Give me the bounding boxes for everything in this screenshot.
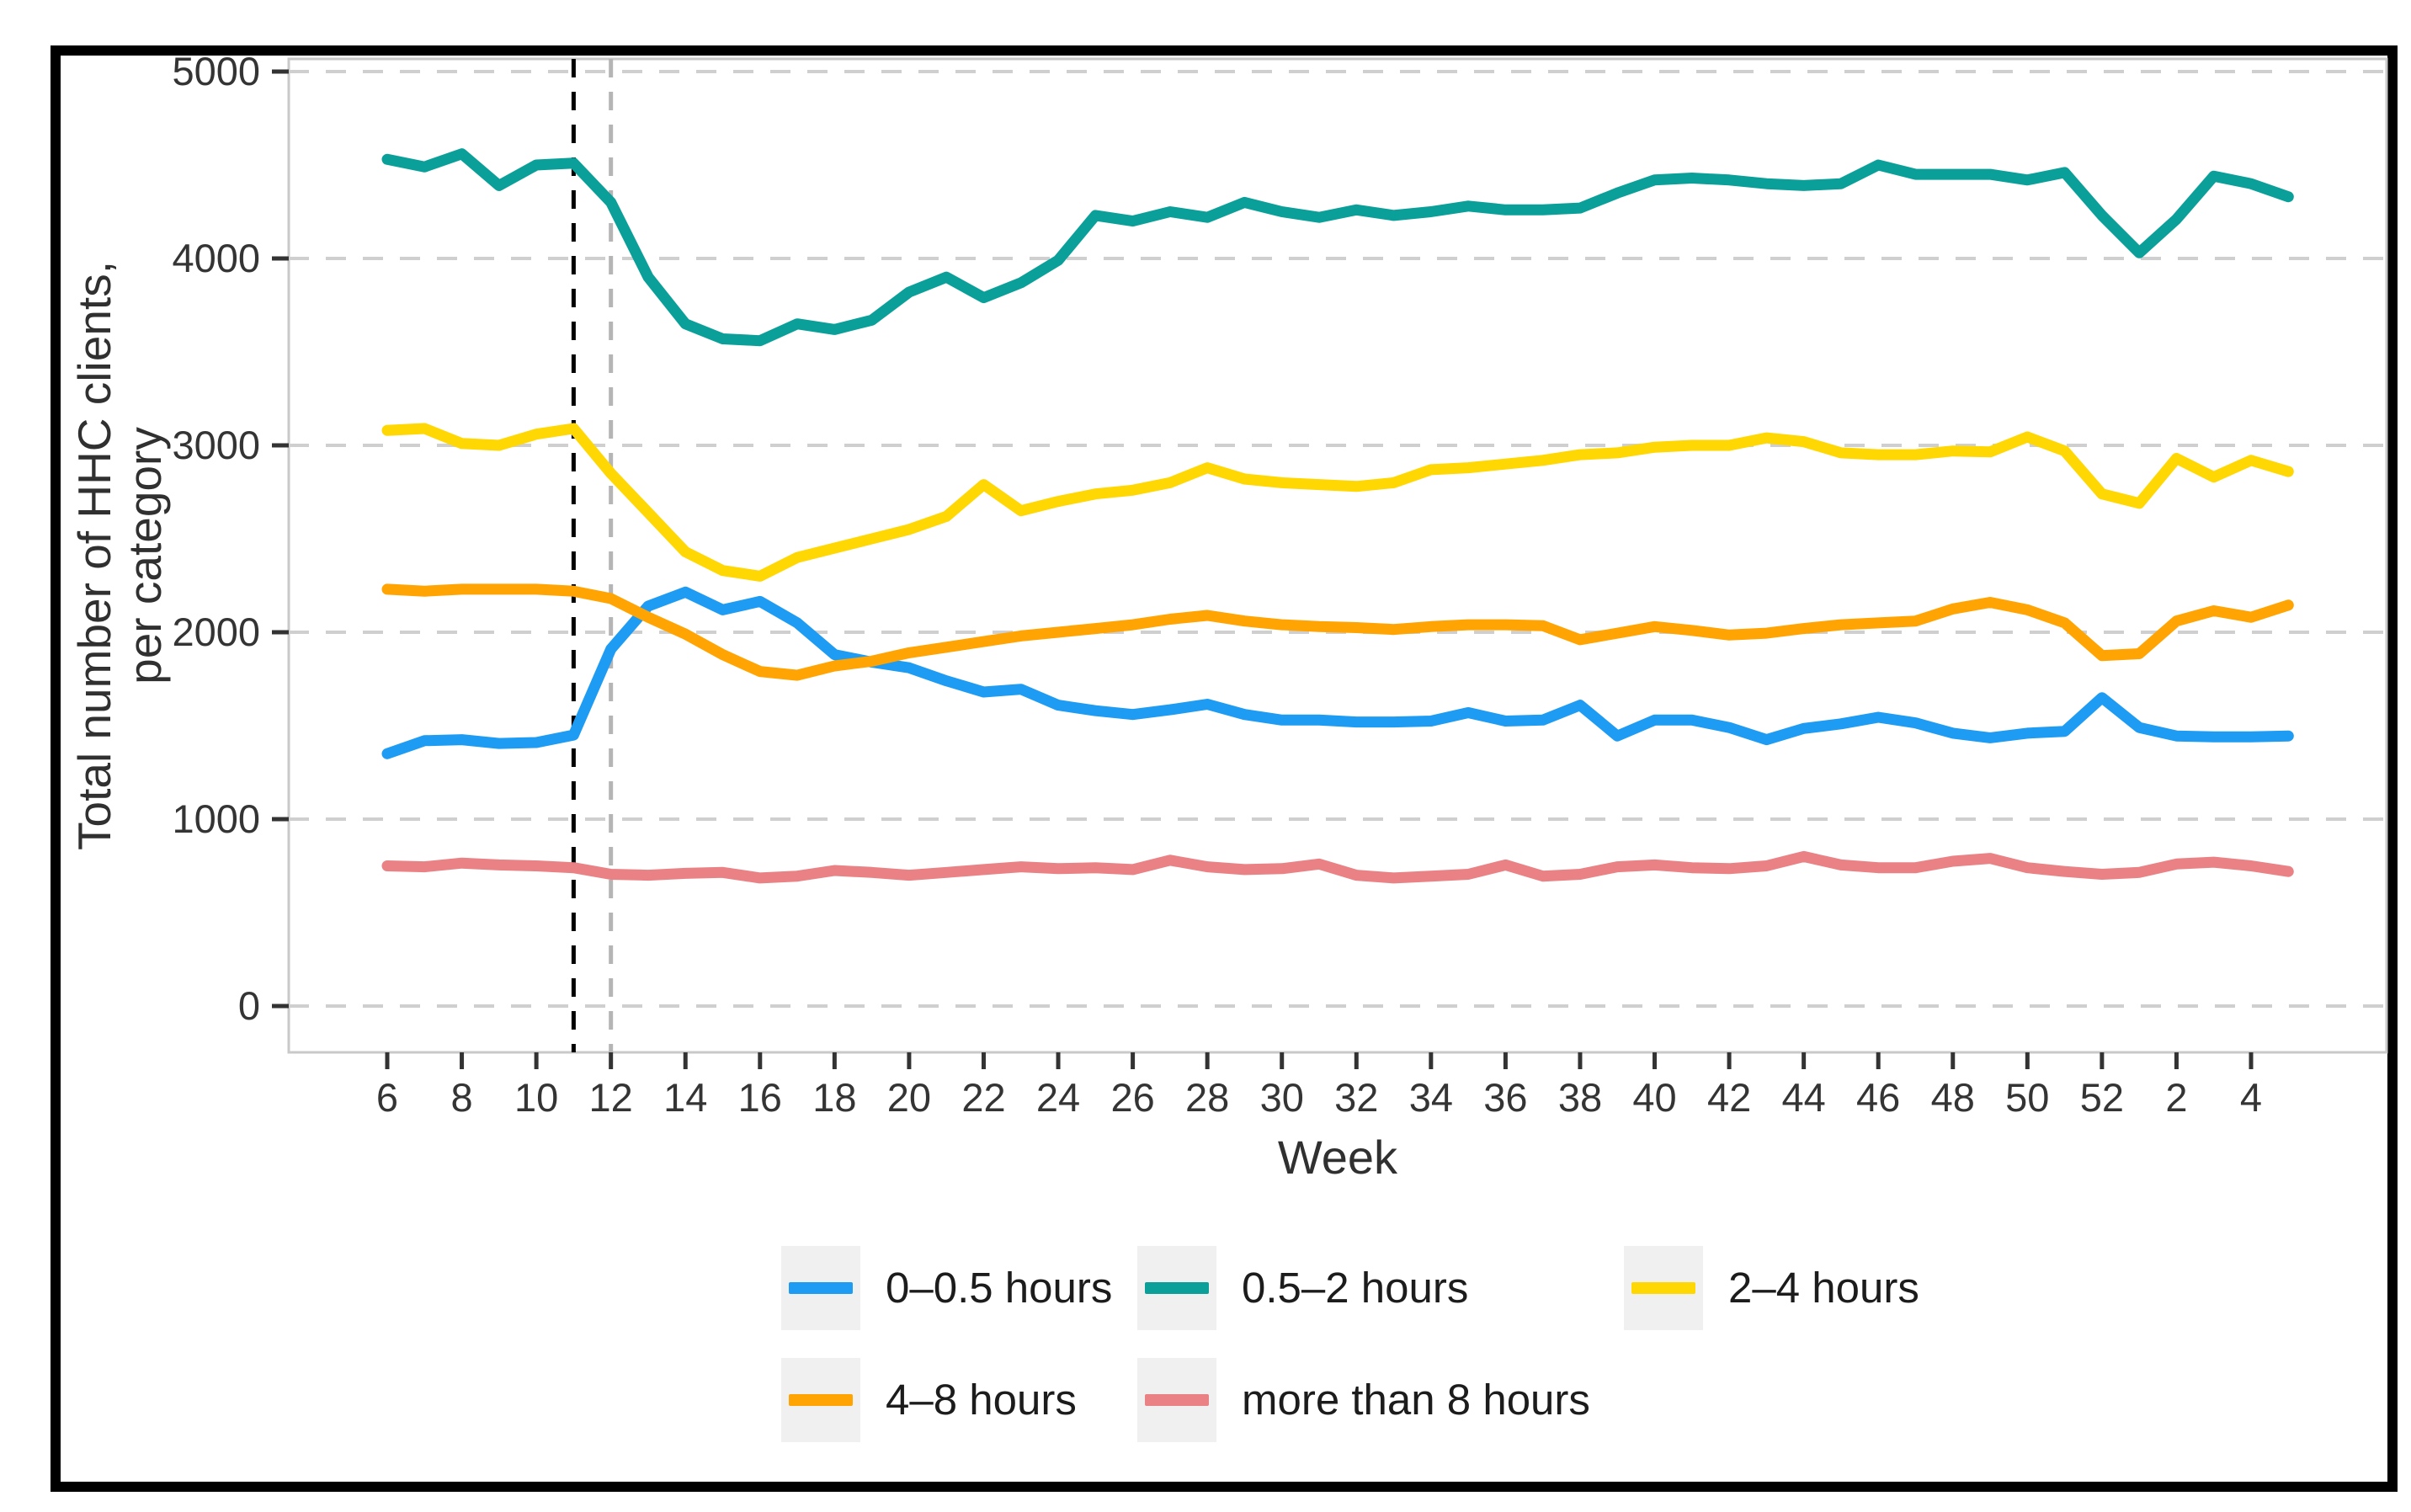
x-tick-label: 2 bbox=[2165, 1075, 2187, 1120]
x-tick-label: 14 bbox=[663, 1075, 707, 1120]
legend-key-line-icon bbox=[1145, 1282, 1209, 1294]
y-axis-title: Total number of HHC clients, per categor… bbox=[68, 177, 171, 934]
legend-key-line-icon bbox=[789, 1282, 853, 1294]
figure-border bbox=[51, 45, 2398, 1492]
x-tick-label: 30 bbox=[1260, 1075, 1304, 1120]
x-tick-label: 44 bbox=[1781, 1075, 1825, 1120]
series-line-2–4-hours bbox=[381, 423, 2294, 582]
legend-key bbox=[781, 1358, 860, 1442]
x-tick-label: 48 bbox=[1931, 1075, 1975, 1120]
series-line-more-than-8-hours bbox=[381, 850, 2294, 884]
x-tick-label: 12 bbox=[589, 1075, 633, 1120]
x-tick-label: 50 bbox=[2005, 1075, 2049, 1120]
legend-label: more than 8 hours bbox=[1242, 1376, 1590, 1424]
x-tick-label: 18 bbox=[812, 1075, 856, 1120]
x-tick-label: 22 bbox=[961, 1075, 1005, 1120]
panel-border bbox=[287, 57, 2388, 1054]
x-tick-label: 28 bbox=[1185, 1075, 1229, 1120]
x-tick-label: 46 bbox=[1856, 1075, 1900, 1120]
y-axis-title-line2: per category bbox=[119, 427, 171, 684]
x-tick-label: 26 bbox=[1110, 1075, 1154, 1120]
legend-key bbox=[1137, 1358, 1216, 1442]
x-tick-label: 32 bbox=[1334, 1075, 1378, 1120]
legend-label: 0.5–2 hours bbox=[1242, 1264, 1469, 1312]
x-tick-label: 34 bbox=[1409, 1075, 1453, 1120]
y-axis-title-line1: Total number of HHC clients, bbox=[68, 261, 120, 850]
x-tick-label: 42 bbox=[1707, 1075, 1751, 1120]
legend-label: 2–4 hours bbox=[1728, 1264, 1919, 1312]
x-tick-label: 24 bbox=[1036, 1075, 1080, 1120]
series-line-4–8-hours bbox=[381, 583, 2294, 681]
x-tick-label: 8 bbox=[450, 1075, 472, 1120]
series-line-0.5–2-hours bbox=[381, 148, 2294, 347]
y-tick-label: 3000 bbox=[172, 423, 260, 467]
x-axis-title: Week bbox=[1277, 1131, 1398, 1184]
x-tick-label: 52 bbox=[2080, 1075, 2124, 1120]
x-tick-label: 36 bbox=[1483, 1075, 1527, 1120]
legend-key-line-icon bbox=[1145, 1394, 1209, 1406]
y-tick-label: 4000 bbox=[172, 236, 260, 280]
legend-label: 4–8 hours bbox=[886, 1376, 1077, 1424]
legend-key-line-icon bbox=[1631, 1282, 1695, 1294]
x-tick-label: 38 bbox=[1558, 1075, 1602, 1120]
x-tick-label: 4 bbox=[2240, 1075, 2262, 1120]
legend-key bbox=[1624, 1246, 1703, 1330]
x-tick-label: 20 bbox=[887, 1075, 931, 1120]
y-tick-label: 5000 bbox=[172, 49, 260, 93]
x-tick-label: 10 bbox=[514, 1075, 558, 1120]
legend-key bbox=[781, 1246, 860, 1330]
x-tick-label: 16 bbox=[738, 1075, 782, 1120]
legend-key bbox=[1137, 1246, 1216, 1330]
x-tick-label: 6 bbox=[376, 1075, 398, 1120]
legend-label: 0–0.5 hours bbox=[886, 1264, 1113, 1312]
y-tick-label: 2000 bbox=[172, 610, 260, 654]
y-tick-label: 0 bbox=[238, 983, 260, 1028]
legend-key-line-icon bbox=[789, 1394, 853, 1406]
series-line-0–0.5-hours bbox=[381, 586, 2294, 759]
y-tick-label: 1000 bbox=[172, 796, 260, 841]
x-tick-label: 40 bbox=[1632, 1075, 1676, 1120]
